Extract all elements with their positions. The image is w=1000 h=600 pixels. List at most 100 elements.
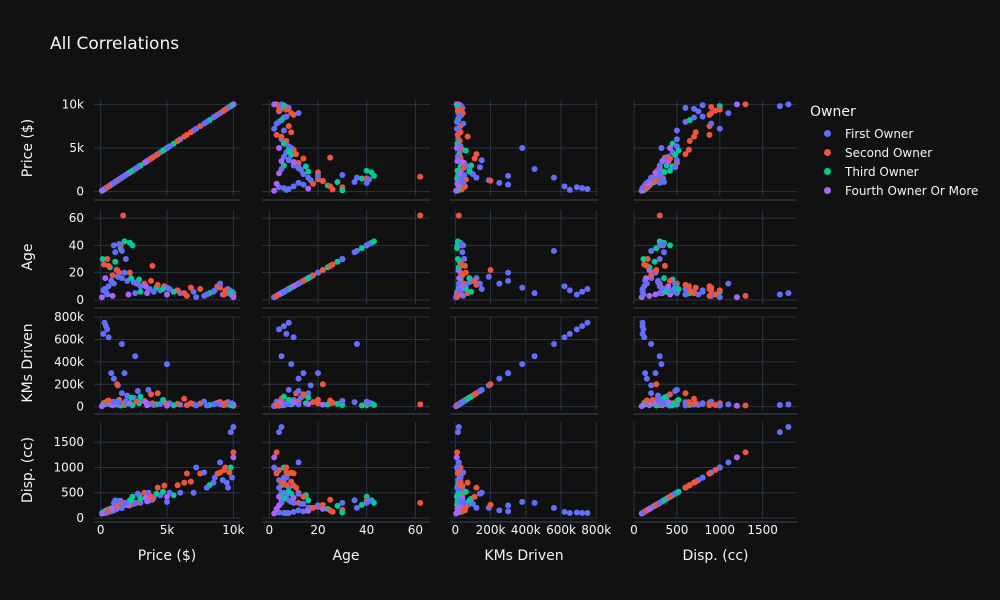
data-point — [134, 280, 141, 287]
data-point — [667, 145, 674, 151]
data-point — [454, 449, 461, 456]
data-point — [116, 399, 123, 406]
data-point — [456, 474, 463, 481]
data-point — [473, 504, 480, 511]
data-point — [290, 158, 297, 165]
data-point — [203, 484, 210, 491]
data-point — [639, 319, 646, 326]
data-point — [776, 291, 783, 298]
data-point — [351, 497, 358, 504]
data-point — [230, 424, 237, 431]
data-point — [485, 273, 492, 280]
data-point — [283, 186, 290, 193]
data-point — [566, 287, 573, 294]
data-point — [473, 174, 480, 181]
data-point — [307, 382, 314, 389]
legend-item-second-owner[interactable]: Second Owner — [810, 143, 978, 162]
data-point — [656, 256, 663, 263]
data-point — [785, 401, 792, 408]
data-point — [104, 291, 111, 298]
data-point — [655, 392, 662, 399]
data-point — [505, 172, 512, 179]
data-point — [126, 239, 133, 246]
data-point — [648, 340, 655, 347]
legend-item-fourth-owner[interactable]: Fourth Owner Or More — [810, 181, 978, 200]
legend-item-first-owner[interactable]: First Owner — [810, 124, 978, 143]
data-point — [531, 165, 538, 172]
data-point — [145, 386, 152, 393]
data-point — [327, 507, 334, 514]
data-point — [353, 174, 360, 181]
data-point — [706, 111, 713, 118]
data-point — [201, 120, 208, 127]
data-point — [283, 482, 290, 489]
data-point — [468, 288, 475, 295]
data-point — [327, 262, 334, 269]
data-point — [682, 118, 689, 125]
data-point — [183, 131, 190, 138]
data-point — [181, 395, 188, 402]
data-point — [110, 375, 117, 382]
data-point — [226, 469, 233, 476]
data-point — [154, 281, 161, 288]
data-point — [673, 127, 680, 134]
data-point — [667, 391, 674, 398]
data-point — [201, 292, 208, 299]
data-point — [98, 403, 105, 410]
data-point — [476, 164, 483, 171]
data-point — [105, 334, 112, 341]
data-point — [454, 256, 461, 263]
data-point — [160, 286, 167, 293]
data-point — [471, 277, 478, 284]
data-point — [122, 256, 129, 263]
data-point — [461, 172, 468, 179]
data-point — [716, 402, 723, 409]
data-point — [584, 319, 591, 326]
data-point — [295, 164, 302, 171]
data-point — [473, 484, 480, 491]
x-tick-label: 0 — [630, 523, 638, 537]
data-point — [160, 396, 167, 403]
data-point — [104, 256, 111, 263]
data-point — [134, 164, 141, 171]
data-point — [300, 391, 307, 398]
y-tick-label: 500 — [61, 486, 84, 500]
data-point — [300, 370, 307, 377]
data-point — [496, 280, 503, 287]
y-tick-label: 0 — [76, 185, 84, 199]
legend-label: Second Owner — [845, 145, 933, 160]
legend-item-third-owner[interactable]: Third Owner — [810, 162, 978, 181]
data-point — [358, 175, 365, 182]
x-tick-label: 200k — [476, 523, 506, 537]
data-point — [584, 509, 591, 516]
data-point — [302, 163, 309, 170]
data-point — [295, 507, 302, 514]
data-point — [132, 353, 139, 360]
data-point — [319, 266, 326, 273]
data-point — [283, 474, 290, 481]
data-point — [487, 177, 494, 184]
data-point — [230, 454, 237, 461]
data-point — [278, 353, 285, 360]
data-point — [584, 286, 591, 293]
data-point — [453, 187, 460, 194]
data-point — [271, 454, 278, 461]
data-point — [211, 113, 218, 120]
data-point — [358, 402, 365, 409]
x-tick-label: 0 — [97, 523, 105, 537]
legend-marker — [824, 187, 831, 194]
data-point — [283, 287, 290, 294]
data-point — [550, 174, 557, 181]
data-point — [639, 330, 646, 337]
data-point — [351, 179, 358, 186]
data-point — [164, 361, 170, 368]
data-point — [137, 288, 144, 295]
data-point — [128, 275, 135, 282]
x-tick-label: 60 — [408, 523, 423, 537]
data-point — [120, 212, 127, 219]
data-point — [682, 484, 689, 491]
data-point — [579, 185, 586, 192]
data-point — [121, 269, 128, 276]
data-point — [276, 145, 283, 151]
data-point — [699, 102, 706, 109]
